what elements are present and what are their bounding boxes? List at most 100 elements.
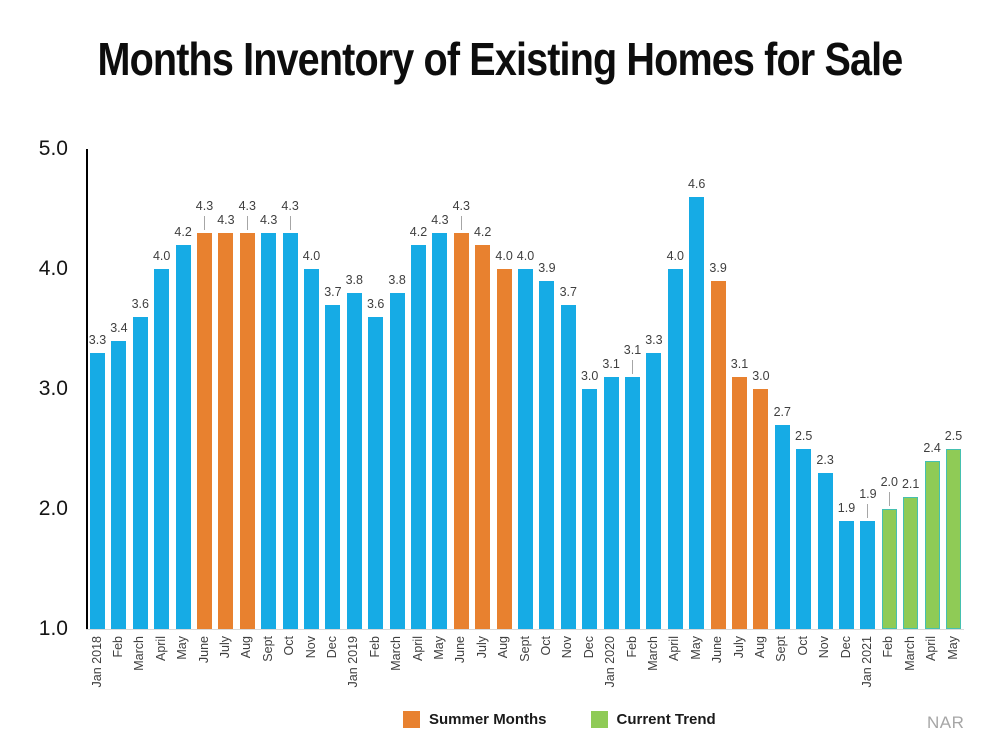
bar-value-label: 4.3 <box>259 213 278 227</box>
bar-april <box>154 269 170 629</box>
bar-value-label: 4.0 <box>495 249 513 263</box>
bar-march <box>903 497 919 629</box>
label-leader-line <box>204 216 205 230</box>
x-axis-tick-label: Nov <box>303 636 318 659</box>
x-axis-tick-label: Nov <box>817 636 832 659</box>
bar-value-label: 3.3 <box>645 333 663 347</box>
x-axis-tick-label: Sept <box>774 636 789 662</box>
bar-value-label: 1.9 <box>859 487 877 501</box>
bar-nov <box>817 473 833 629</box>
legend-label-summer-months: Summer Months <box>429 711 547 728</box>
x-axis-tick-label: Dec <box>581 636 596 659</box>
bar-sept <box>774 425 790 629</box>
bar-aug <box>496 269 512 629</box>
bar-feb <box>881 509 897 629</box>
bar-july <box>475 245 491 629</box>
bar-april <box>667 269 683 629</box>
bar-value-label: 4.6 <box>687 177 706 191</box>
bar-may <box>175 245 191 629</box>
legend-label-current-trend: Current Trend <box>616 711 716 728</box>
x-axis-tick-label: June <box>710 636 725 664</box>
bar-value-label: 3.9 <box>709 261 727 275</box>
bar-value-label: 4.3 <box>217 213 235 227</box>
bar-feb <box>625 377 640 629</box>
bar-value-label: 2.7 <box>773 405 791 419</box>
x-axis-baseline <box>86 629 964 630</box>
bar-value-label: 4.2 <box>174 225 192 239</box>
bar-sept <box>261 233 277 629</box>
x-axis-tick-label: March <box>645 636 660 671</box>
bar-value-label: 3.1 <box>602 357 620 371</box>
bar-value-label: 3.3 <box>88 333 107 347</box>
bar-value-label: 3.7 <box>324 285 342 299</box>
x-axis-tick-label: May <box>175 636 190 660</box>
bar-value-label: 3.7 <box>559 285 577 299</box>
bar-june <box>197 233 212 629</box>
bar-value-label: 4.3 <box>238 199 256 213</box>
bar-value-label: 2.4 <box>923 441 941 455</box>
bar-may <box>946 449 961 629</box>
bar-value-label: 4.0 <box>152 249 171 263</box>
bar-value-label: 4.0 <box>666 249 684 263</box>
x-axis-tick-label: Dec <box>324 636 339 659</box>
bar-jan-2019 <box>346 293 362 629</box>
bar-nov <box>304 269 319 629</box>
x-axis-tick-label: May <box>945 636 960 660</box>
bar-july <box>732 377 747 629</box>
y-axis-tick-label: 4.0 <box>38 257 68 280</box>
bar-june <box>710 281 726 629</box>
label-leader-line <box>888 492 890 506</box>
bar-dec <box>839 521 854 629</box>
bar-value-label: 2.0 <box>880 475 898 489</box>
bar-march <box>646 353 662 629</box>
bar-value-label: 4.3 <box>281 199 299 213</box>
bar-april <box>924 461 940 629</box>
bar-march <box>389 293 405 629</box>
bar-value-label: 3.8 <box>345 273 363 287</box>
bar-value-label: 3.8 <box>388 273 406 287</box>
bar-jan-2018 <box>90 353 105 629</box>
bar-dec <box>582 389 598 629</box>
bar-oct <box>282 233 298 629</box>
x-axis-tick-label: July <box>474 636 489 659</box>
bar-value-label: 4.0 <box>302 249 321 263</box>
x-axis-tick-label: Jan 2019 <box>346 636 361 688</box>
bar-value-label: 2.5 <box>794 429 813 443</box>
bar-march <box>132 317 148 629</box>
bar-value-label: 2.5 <box>944 429 963 443</box>
bar-value-label: 2.1 <box>901 477 920 491</box>
x-axis-tick-label: Dec <box>838 636 853 659</box>
x-axis-tick-label: Jan 2021 <box>859 636 874 688</box>
y-axis-line <box>86 149 88 629</box>
bar-value-label: 4.3 <box>195 199 214 213</box>
bar-value-label: 4.3 <box>452 199 470 213</box>
bar-value-label: 4.2 <box>473 225 492 239</box>
x-axis-tick-label: May <box>688 636 703 660</box>
x-axis-tick-label: May <box>431 636 446 660</box>
bar-value-label: 3.1 <box>730 357 749 371</box>
x-axis-tick-label: Jan 2018 <box>89 636 104 688</box>
x-axis-tick-label: April <box>153 636 168 662</box>
x-axis-tick-label: July <box>731 636 746 659</box>
x-axis-tick-label: June <box>196 636 211 664</box>
bar-value-label: 4.3 <box>431 213 449 227</box>
bar-value-label: 3.6 <box>366 297 385 311</box>
label-leader-line <box>867 504 869 518</box>
x-axis-tick-label: Feb <box>881 636 896 658</box>
x-axis-tick-label: Aug <box>496 636 511 659</box>
x-axis-tick-label: Nov <box>560 636 575 659</box>
y-axis-tick-label: 2.0 <box>38 497 68 520</box>
label-leader-line <box>289 216 291 230</box>
current-trend-swatch-icon <box>590 711 608 728</box>
chart-title: Months Inventory of Existing Homes for S… <box>0 32 1000 86</box>
bar-value-label: 3.0 <box>752 369 770 383</box>
x-axis-tick-label: Aug <box>752 636 767 659</box>
x-axis-tick-label: Feb <box>110 636 125 658</box>
x-axis-tick-label: Jan 2020 <box>603 636 618 688</box>
x-axis-tick-label: Feb <box>624 636 639 658</box>
label-leader-line <box>460 216 462 230</box>
bar-value-label: 3.4 <box>110 321 128 335</box>
bar-april <box>411 245 426 629</box>
bar-july <box>218 233 234 629</box>
